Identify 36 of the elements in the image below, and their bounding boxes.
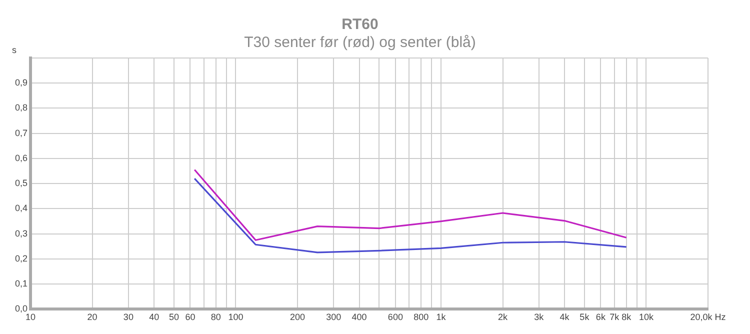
y-tick-label: 0,0 (14, 304, 28, 314)
x-tick-label: 10 (26, 312, 36, 322)
x-tick-label: 600 (388, 312, 403, 322)
x-tick-label: 50 (168, 312, 179, 322)
y-tick-label: 0,7 (14, 128, 28, 138)
x-tick-label: 10k (638, 312, 654, 322)
x-tick-label: 5k (580, 312, 590, 322)
y-tick-label: 0,8 (14, 102, 28, 113)
y-tick-label: 0,5 (14, 178, 28, 188)
x-tick-label: 400 (352, 312, 367, 322)
y-tick-label: 0,4 (14, 203, 28, 214)
y-axis-title: s (12, 44, 18, 55)
x-tick-label: 200 (290, 312, 306, 322)
chart-title: RT60 (342, 16, 378, 34)
x-tick-label: 800 (414, 312, 429, 322)
y-tick-label: 0,6 (14, 152, 28, 163)
x-tick-label: 1k (436, 312, 446, 322)
chart-subtitle: T30 senter før (rød) og senter (blå) (244, 34, 476, 52)
x-tick-label: 100 (228, 312, 244, 322)
x-tick-label: 300 (326, 312, 342, 322)
x-tick-label: 60 (185, 312, 196, 322)
y-tick-label: 0,3 (14, 228, 28, 238)
x-tick-label: 8k (622, 312, 632, 322)
x-tick-label: 80 (210, 312, 221, 322)
x-tick-label: 30 (123, 312, 134, 322)
x-tick-label: 20,0k Hz (690, 312, 726, 322)
y-tick-label: 0,2 (14, 253, 28, 264)
x-tick-label: 4k (560, 312, 570, 322)
x-tick-label: 7k (610, 312, 620, 322)
x-tick-label: 40 (149, 312, 160, 322)
x-tick-label: 6k (596, 312, 606, 322)
x-tick-label: 2k (498, 312, 508, 322)
x-tick-label: 20 (87, 312, 98, 322)
x-tick-label: 3k (534, 312, 544, 322)
y-tick-label: 0,9 (14, 78, 28, 88)
y-tick-label: 0,1 (14, 278, 28, 289)
